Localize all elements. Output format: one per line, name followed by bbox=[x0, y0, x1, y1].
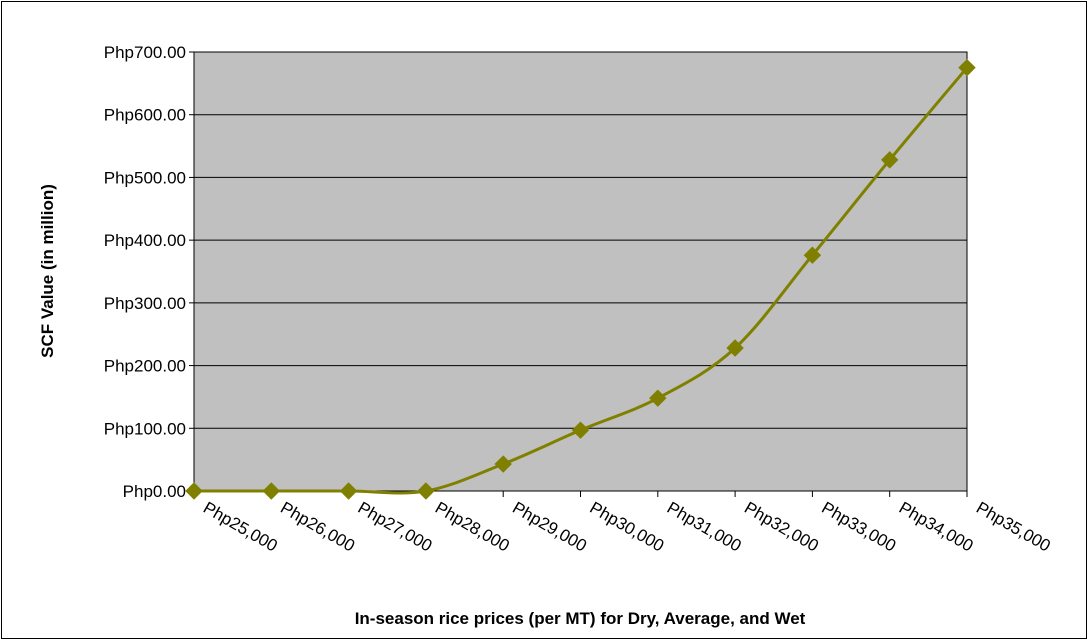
y-tick-label: Php100.00 bbox=[104, 419, 186, 438]
y-tick-label: Php0.00 bbox=[123, 482, 186, 501]
point-marker bbox=[649, 389, 667, 407]
y-axis-title: SCF Value (in million) bbox=[38, 184, 57, 358]
point-marker bbox=[958, 58, 976, 77]
point-marker bbox=[726, 339, 744, 357]
plot-area bbox=[194, 52, 967, 491]
point-marker bbox=[262, 482, 281, 500]
y-tick-label: Php400.00 bbox=[104, 231, 186, 250]
point-marker bbox=[571, 421, 590, 439]
point-marker bbox=[339, 482, 358, 500]
point-marker bbox=[880, 151, 899, 169]
y-tick-label: Php700.00 bbox=[104, 43, 186, 62]
y-tick-label: Php200.00 bbox=[104, 357, 186, 376]
y-tick-label: Php600.00 bbox=[104, 106, 186, 125]
x-axis-title: In-season rice prices (per MT) for Dry, … bbox=[355, 609, 806, 628]
y-tick-label: Php300.00 bbox=[104, 294, 186, 313]
point-marker bbox=[185, 482, 203, 500]
y-tick-label: Php500.00 bbox=[104, 168, 186, 187]
point-marker bbox=[494, 455, 512, 473]
point-marker bbox=[803, 246, 822, 264]
point-marker bbox=[417, 482, 435, 500]
